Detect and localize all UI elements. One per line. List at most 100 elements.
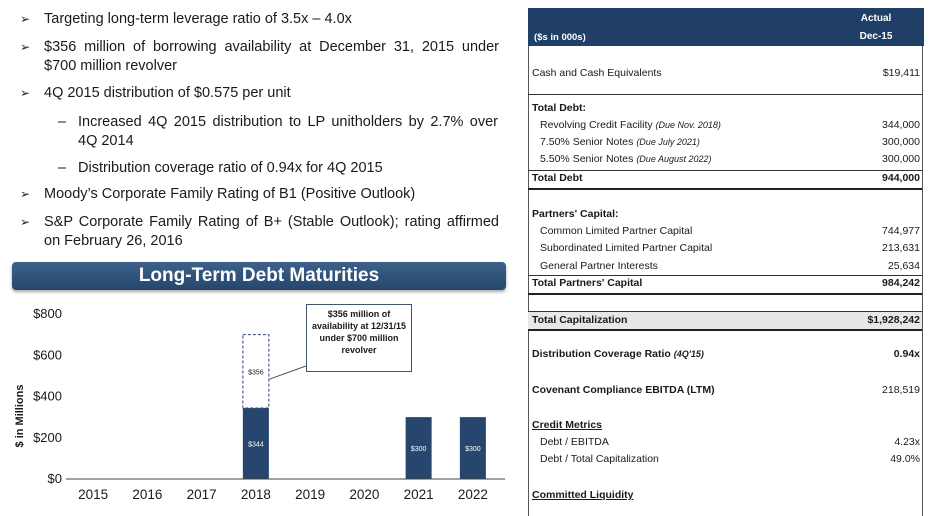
x-tick-label: 2018 [241, 487, 271, 502]
row-divider [528, 329, 922, 331]
x-tick-label: 2021 [404, 487, 434, 502]
x-tick-label: 2022 [458, 487, 488, 502]
row-value: 0.94x [893, 348, 920, 360]
table-row: Revolving Credit Facility (Due Nov. 2018… [528, 118, 920, 133]
bullet-text: Targeting long-term leverage ratio of 3.… [44, 11, 352, 27]
row-value: 744,977 [882, 225, 920, 237]
y-tick-label: $200 [33, 430, 62, 445]
section-header: Total Debt: [528, 101, 920, 116]
bullet-text: Moody’s Corporate Family Rating of B1 (P… [44, 186, 416, 202]
bar-value-label: $300 [411, 446, 427, 453]
row-value: 984,242 [882, 277, 920, 289]
table-row: Debt / Total Capitalization 49.0% [528, 452, 920, 467]
table-right-border [922, 46, 923, 516]
arrow-bullet-icon: ➢ [20, 12, 31, 26]
arrow-bullet-icon: ➢ [20, 86, 31, 100]
row-label: General Partner Interests [540, 260, 658, 272]
bullet-text: Increased 4Q 2015 distribution to LP uni… [78, 114, 498, 149]
dash-bullet-icon: – [58, 160, 67, 176]
table-row: Debt / EBITDA 4.23x [528, 435, 920, 450]
total-row: Total Debt 944,000 [528, 171, 920, 186]
row-label: Total Debt: [532, 102, 587, 114]
column-header-date: Dec-15 [859, 31, 893, 42]
row-divider [528, 293, 922, 295]
row-value: $19,411 [882, 67, 920, 79]
table-row: Subordinated Limited Partner Capital 213… [528, 241, 920, 256]
table-left-border [528, 46, 529, 516]
row-label: Total Capitalization [532, 314, 628, 326]
row-divider [528, 170, 922, 171]
row-value: 49.0% [890, 453, 920, 465]
row-value: 4.23x [894, 436, 920, 448]
callout-pointer-line [268, 365, 307, 380]
row-label: Subordinated Limited Partner Capital [540, 242, 713, 254]
y-tick-label: $0 [48, 471, 62, 486]
row-value: 213,631 [882, 242, 920, 254]
bullet-text: S&P Corporate Family Rating of B+ (Stabl… [44, 214, 499, 249]
row-divider [528, 311, 922, 312]
availability-callout: $356 million of availability at 12/31/15… [306, 304, 412, 372]
row-value: 300,000 [882, 136, 920, 148]
table-row: Cash and Cash Equivalents $19,411 [528, 66, 920, 81]
column-header-actual: Actual [860, 13, 892, 24]
row-divider [528, 275, 922, 276]
row-label: 7.50% Senior Notes (Due July 2021) [540, 136, 700, 148]
x-tick-label: 2016 [132, 487, 162, 502]
bullet-text: Distribution coverage ratio of 0.94x for… [78, 160, 383, 176]
row-value: 218,519 [882, 384, 920, 396]
row-label: Distribution Coverage Ratio (4Q'15) [532, 348, 704, 360]
row-label: Debt / EBITDA [540, 436, 609, 448]
row-label: Total Debt [532, 172, 583, 184]
row-value: 344,000 [882, 119, 920, 131]
total-cap-shading [528, 312, 922, 329]
row-value: 300,000 [882, 153, 920, 165]
row-value: $1,928,242 [867, 314, 920, 326]
row-label: Partners' Capital: [532, 208, 619, 220]
table-row: Covenant Compliance EBITDA (LTM) 218,519 [528, 383, 920, 398]
section-header: Committed Liquidity [528, 488, 920, 503]
total-row: Total Capitalization $1,928,242 [528, 313, 920, 328]
row-label: 5.50% Senior Notes (Due August 2022) [540, 153, 712, 165]
bar-outstanding [405, 417, 432, 479]
y-tick-label: $400 [33, 389, 62, 404]
x-tick-label: 2015 [78, 487, 108, 502]
bullet-text: $356 million of borrowing availability a… [44, 39, 499, 74]
total-row: Total Partners' Capital 984,242 [528, 276, 920, 291]
bar-outstanding [459, 417, 486, 479]
row-label: Committed Liquidity [532, 489, 634, 501]
row-label: Revolving Credit Facility (Due Nov. 2018… [540, 119, 721, 131]
row-label: Common Limited Partner Capital [540, 225, 693, 237]
y-tick-label: $800 [33, 306, 62, 321]
arrow-bullet-icon: ➢ [20, 187, 31, 201]
capitalization-table: ($s in 000s) Actual Dec-15 Cash and Cash… [528, 8, 924, 516]
row-label: Debt / Total Capitalization [540, 453, 659, 465]
y-axis-label: $ in Millions [14, 385, 26, 448]
table-row: Common Limited Partner Capital 744,977 [528, 224, 920, 239]
y-tick-label: $600 [33, 347, 62, 362]
section-header: Partners' Capital: [528, 207, 920, 222]
debt-maturities-chart: $ in Millions $0 $200 $400 $600 $800 $344 $35… [14, 306, 505, 502]
table-header: ($s in 000s) Actual Dec-15 [528, 8, 924, 46]
bar-value-label: $300 [465, 446, 481, 453]
chart-title: Long-Term Debt Maturities [12, 262, 506, 290]
x-tick-label: 2017 [187, 487, 217, 502]
row-label: Total Partners' Capital [532, 277, 643, 289]
table-row: 7.50% Senior Notes (Due July 2021) 300,0… [528, 135, 920, 150]
bar-outstanding [242, 408, 269, 479]
section-header: Credit Metrics [528, 418, 920, 433]
dash-bullet-icon: – [58, 114, 67, 130]
table-row: General Partner Interests 25,634 [528, 259, 920, 274]
row-label: Credit Metrics [532, 419, 603, 431]
bar-value-label: $356 [248, 369, 264, 376]
row-value: 25,634 [887, 260, 920, 272]
arrow-bullet-icon: ➢ [20, 40, 31, 54]
x-tick-label: 2020 [349, 487, 379, 502]
row-label: Covenant Compliance EBITDA (LTM) [532, 384, 715, 396]
bar-availability [242, 334, 270, 409]
arrow-bullet-icon: ➢ [20, 215, 31, 229]
table-row: 5.50% Senior Notes (Due August 2022) 300… [528, 152, 920, 167]
row-label: Cash and Cash Equivalents [532, 67, 662, 79]
bar-value-label: $344 [248, 442, 264, 449]
table-row: Distribution Coverage Ratio (4Q'15) 0.94… [528, 347, 920, 362]
row-divider [528, 94, 922, 95]
